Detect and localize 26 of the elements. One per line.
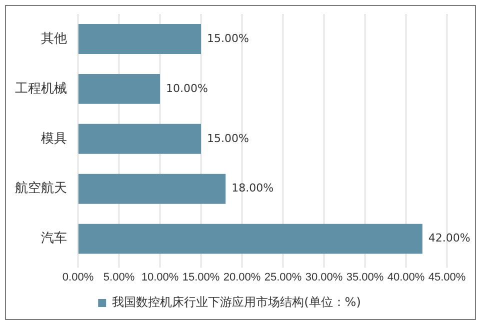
- bar: [78, 124, 201, 154]
- x-tick-label: 25.00%: [264, 271, 302, 284]
- x-tick-label: 45.00%: [428, 271, 466, 284]
- data-label: 10.00%: [166, 82, 208, 95]
- bar: [78, 224, 422, 254]
- x-tick-label: 40.00%: [387, 271, 425, 284]
- x-tick-label: 35.00%: [346, 271, 384, 284]
- data-label: 18.00%: [232, 182, 274, 195]
- x-tick-label: 0.00%: [62, 271, 94, 284]
- x-tick-label: 30.00%: [305, 271, 343, 284]
- y-tick-label: 其他: [41, 31, 67, 46]
- y-tick-label: 航空航天: [15, 181, 67, 196]
- x-tick-label: 5.00%: [103, 271, 135, 284]
- data-label: 42.00%: [428, 232, 470, 245]
- x-tick-label: 15.00%: [182, 271, 220, 284]
- bar: [78, 74, 160, 104]
- y-tick-label: 工程机械: [15, 81, 67, 96]
- x-tick-label: 20.00%: [223, 271, 261, 284]
- bar: [78, 174, 226, 204]
- y-tick-label: 模具: [41, 131, 67, 146]
- data-label: 15.00%: [207, 32, 249, 45]
- x-tick-label: 10.00%: [141, 271, 179, 284]
- legend-label: 我国数控机床行业下游应用市场结构(单位：%): [112, 295, 361, 310]
- y-tick-label: 汽车: [41, 231, 67, 246]
- data-label: 15.00%: [207, 132, 249, 145]
- bar: [78, 24, 201, 54]
